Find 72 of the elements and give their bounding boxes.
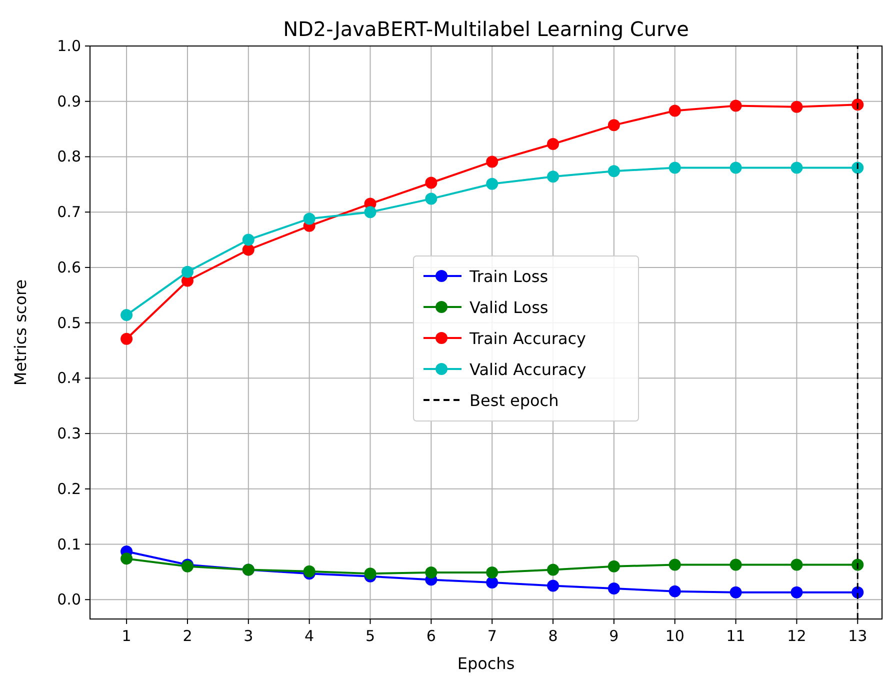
- y-tick-label: 0.8: [57, 148, 81, 166]
- y-tick-label: 0.2: [57, 480, 81, 498]
- x-tick-label: 5: [365, 627, 376, 645]
- point: [303, 212, 316, 225]
- point: [425, 192, 438, 205]
- point: [547, 170, 560, 183]
- x-tick-label: 11: [726, 627, 746, 645]
- point: [181, 266, 194, 278]
- x-tick-label: 3: [244, 627, 254, 645]
- point: [790, 162, 803, 174]
- point: [730, 586, 742, 598]
- point: [303, 565, 316, 578]
- point: [425, 176, 438, 189]
- point: [730, 162, 742, 174]
- y-tick-label: 0.4: [57, 369, 81, 388]
- legend-label: Train Accuracy: [468, 329, 586, 348]
- point: [668, 104, 681, 117]
- point: [608, 560, 620, 572]
- point: [364, 206, 376, 218]
- point: [852, 162, 864, 174]
- point: [242, 244, 254, 256]
- point: [730, 100, 742, 112]
- y-axis-title: Metrics score: [11, 279, 30, 386]
- y-tick-label: 0.7: [57, 203, 81, 222]
- point: [364, 568, 376, 580]
- point: [668, 585, 681, 598]
- point: [790, 100, 803, 113]
- x-tick-label: 6: [426, 627, 436, 645]
- chart-title: ND2-JavaBERT-Multilabel Learning Curve: [283, 17, 689, 41]
- point: [486, 576, 498, 588]
- point: [486, 566, 498, 578]
- point: [120, 309, 133, 322]
- legend-label: Valid Accuracy: [470, 360, 586, 379]
- legend-label: Valid Loss: [470, 298, 548, 317]
- point: [486, 156, 498, 168]
- y-tick-label: 0.5: [57, 314, 81, 332]
- x-tick-label: 1: [122, 627, 132, 645]
- y-tick-label: 1.0: [57, 37, 81, 55]
- point: [790, 586, 803, 598]
- point: [486, 178, 498, 190]
- y-tick-label: 0.6: [57, 258, 81, 276]
- point: [852, 558, 864, 571]
- legend-label: Best epoch: [470, 391, 559, 410]
- point: [608, 582, 620, 595]
- x-tick-label: 7: [487, 627, 497, 645]
- point: [730, 558, 742, 571]
- y-tick-label: 0.0: [57, 590, 81, 609]
- x-tick-label: 10: [665, 627, 684, 645]
- x-tick-label: 4: [304, 627, 314, 645]
- x-tick-label: 13: [848, 627, 868, 645]
- point: [668, 558, 681, 571]
- x-tick-label: 8: [548, 627, 558, 645]
- point: [608, 165, 620, 178]
- point: [425, 566, 438, 578]
- y-tick-label: 0.9: [57, 92, 81, 110]
- point: [547, 138, 560, 150]
- x-tick-label: 9: [609, 627, 619, 645]
- point: [547, 580, 560, 592]
- x-axis-title: Epochs: [457, 654, 515, 673]
- point: [668, 162, 681, 174]
- y-tick-label: 0.1: [57, 535, 81, 554]
- x-tick-label: 2: [182, 627, 192, 645]
- y-tick-label: 0.3: [57, 424, 81, 443]
- point: [790, 558, 803, 571]
- point: [120, 332, 133, 345]
- x-tick-label: 12: [787, 627, 806, 645]
- point: [608, 119, 620, 132]
- legend-label: Train Loss: [468, 267, 548, 286]
- point: [242, 234, 254, 246]
- point: [547, 564, 560, 576]
- point: [852, 98, 864, 111]
- point: [120, 552, 133, 565]
